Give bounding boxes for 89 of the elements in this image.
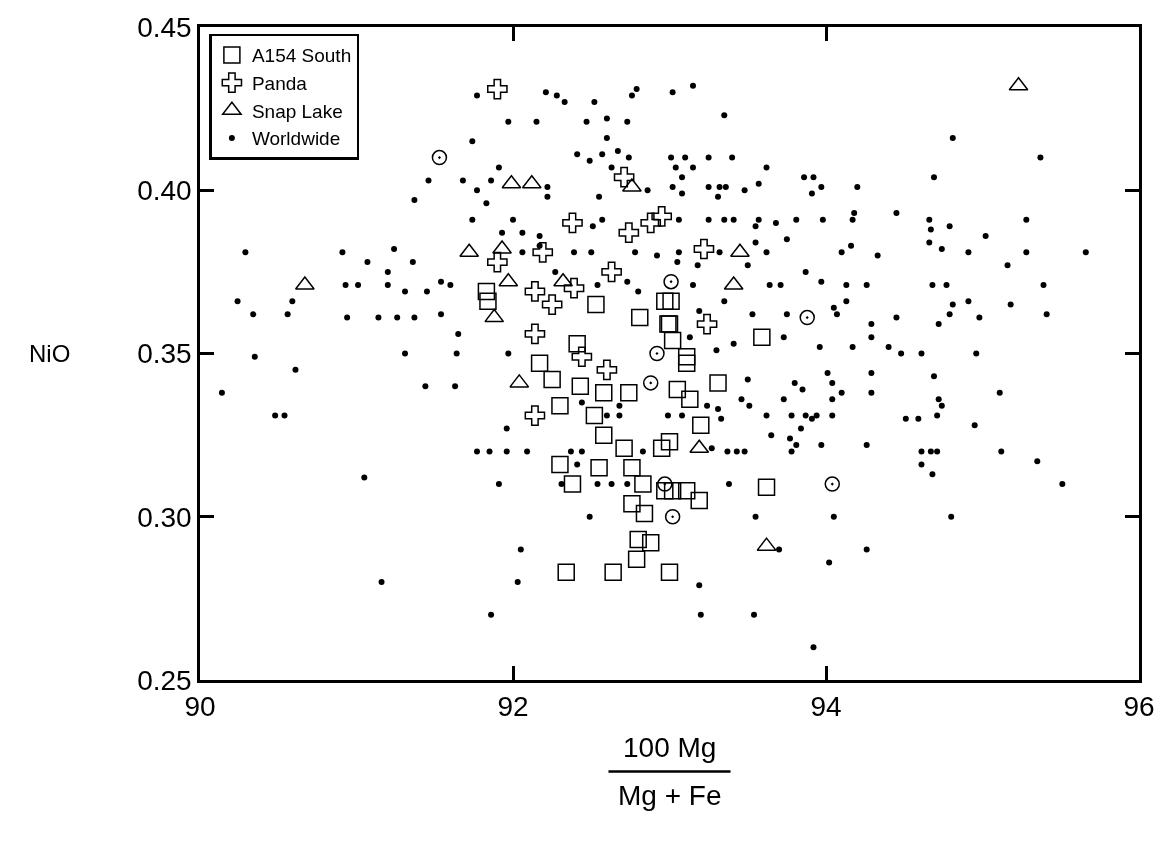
- point: [729, 243, 750, 258]
- point: [657, 476, 673, 492]
- point: [799, 309, 815, 326]
- x-tick-label: 92: [497, 691, 529, 723]
- point: [551, 455, 569, 474]
- point: [521, 174, 542, 189]
- point: [651, 206, 673, 227]
- point: [623, 494, 641, 513]
- point: [681, 390, 699, 408]
- point: [479, 292, 497, 311]
- y-tick-label: 0.40: [137, 175, 192, 207]
- point: [690, 491, 708, 510]
- legend-label: Snap Lake: [251, 100, 343, 122]
- point: [551, 396, 569, 415]
- legend-label: Worldwide: [251, 128, 341, 150]
- point: [553, 272, 574, 287]
- point: [595, 426, 613, 444]
- point: [656, 481, 674, 500]
- point: [532, 241, 554, 263]
- point: [656, 292, 674, 311]
- y-tick-label: 0.35: [137, 338, 192, 370]
- point: [663, 273, 679, 290]
- legend-label: A154 South: [251, 45, 352, 67]
- y-axis-title: NiO: [29, 340, 71, 367]
- point: [524, 281, 546, 302]
- point: [613, 166, 635, 188]
- point: [484, 308, 505, 323]
- point: [640, 212, 662, 234]
- point: [620, 383, 638, 402]
- point: [530, 354, 549, 373]
- point: [563, 277, 585, 299]
- point: [634, 475, 652, 493]
- point: [562, 212, 583, 234]
- point: [615, 439, 633, 457]
- point: [623, 459, 641, 477]
- point: [459, 243, 480, 258]
- y-tick-label: 0.30: [137, 501, 192, 533]
- point: [487, 78, 508, 100]
- point: [431, 149, 448, 166]
- y-tick-label: 0.45: [137, 11, 192, 43]
- point: [604, 563, 622, 582]
- point: [601, 261, 622, 283]
- point: [635, 504, 654, 523]
- point: [501, 174, 522, 189]
- point: [642, 375, 659, 391]
- point: [696, 313, 718, 335]
- point: [524, 323, 546, 345]
- point: [568, 334, 586, 353]
- point: [627, 550, 646, 568]
- point: [664, 509, 681, 525]
- legend-label: Panda: [251, 72, 308, 94]
- point: [543, 370, 561, 389]
- point: [563, 475, 582, 493]
- point: [618, 222, 640, 244]
- x-tick-label: 96: [1123, 691, 1155, 723]
- point: [571, 346, 593, 368]
- point: [590, 459, 608, 477]
- point: [557, 563, 575, 582]
- point: [660, 563, 679, 582]
- point: [692, 416, 710, 435]
- point: [571, 377, 590, 395]
- point: [677, 348, 696, 366]
- point: [541, 294, 563, 315]
- point: [596, 359, 618, 381]
- point: [652, 439, 671, 457]
- point: [709, 374, 727, 392]
- point: [693, 238, 715, 260]
- point: [631, 308, 649, 327]
- point: [587, 295, 605, 314]
- point: [663, 331, 682, 350]
- point: [585, 406, 604, 425]
- point: [824, 476, 841, 492]
- point: [524, 405, 546, 426]
- point: [641, 534, 660, 552]
- point: [757, 478, 776, 497]
- point: [649, 345, 665, 362]
- point: [660, 432, 679, 451]
- point: [663, 481, 682, 500]
- point: [677, 481, 696, 500]
- x-tick-label: 94: [810, 691, 842, 723]
- point: [677, 354, 696, 373]
- point: [487, 251, 508, 273]
- point: [595, 383, 613, 402]
- point: [477, 282, 496, 301]
- point: [629, 530, 647, 549]
- point: [753, 328, 771, 346]
- point: [498, 272, 519, 287]
- point: [668, 380, 687, 399]
- x-axis-title: 100 Mg Mg + Fe: [618, 732, 722, 811]
